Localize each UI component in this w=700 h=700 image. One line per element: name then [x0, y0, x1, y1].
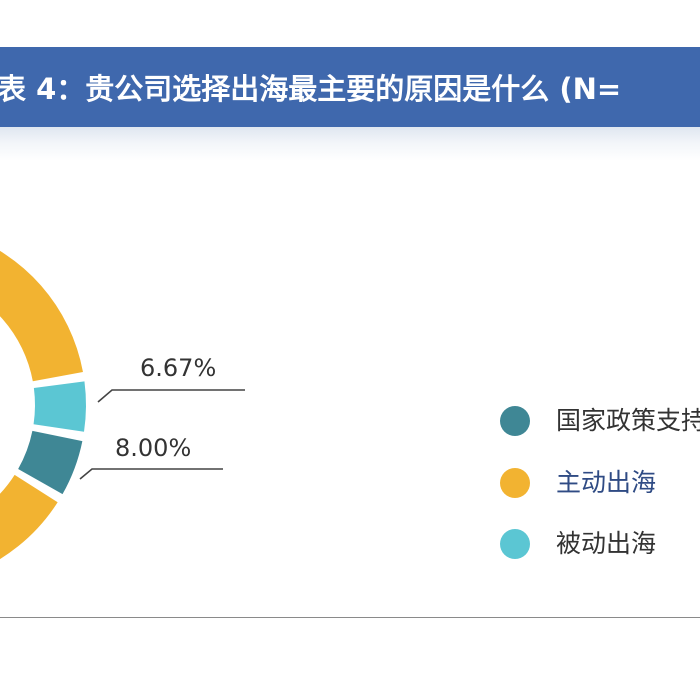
- legend-label-national-policy: 国家政策支持: [556, 406, 700, 435]
- legend-label-passive-overseas: 被动出海: [556, 529, 657, 558]
- title-banner: 表 4：贵公司选择出海最主要的原因是什么 (N=: [0, 47, 700, 127]
- leader-line-8-00: [79, 468, 223, 480]
- data-label-6-67: 6.67%: [140, 354, 216, 382]
- title-banner-shadow: [0, 127, 700, 161]
- legend-label-active-overseas: 主动出海: [556, 468, 657, 497]
- legend-dot-cyan: [500, 529, 530, 559]
- legend-dot-teal: [500, 406, 530, 436]
- donut-slice-active-overseas-upper: [0, 250, 83, 382]
- legend-dot-yellow: [500, 468, 530, 498]
- donut-slice-national-policy: [18, 430, 83, 495]
- data-label-8-00: 8.00%: [115, 434, 191, 462]
- bottom-divider: [0, 617, 700, 618]
- donut-slices: [0, 250, 86, 559]
- donut-slice-passive-overseas: [33, 381, 86, 432]
- leader-line-6-67: [97, 389, 245, 403]
- chart-title: 表 4：贵公司选择出海最主要的原因是什么 (N=: [0, 72, 622, 106]
- donut-slice-active-overseas-lower: [0, 474, 58, 559]
